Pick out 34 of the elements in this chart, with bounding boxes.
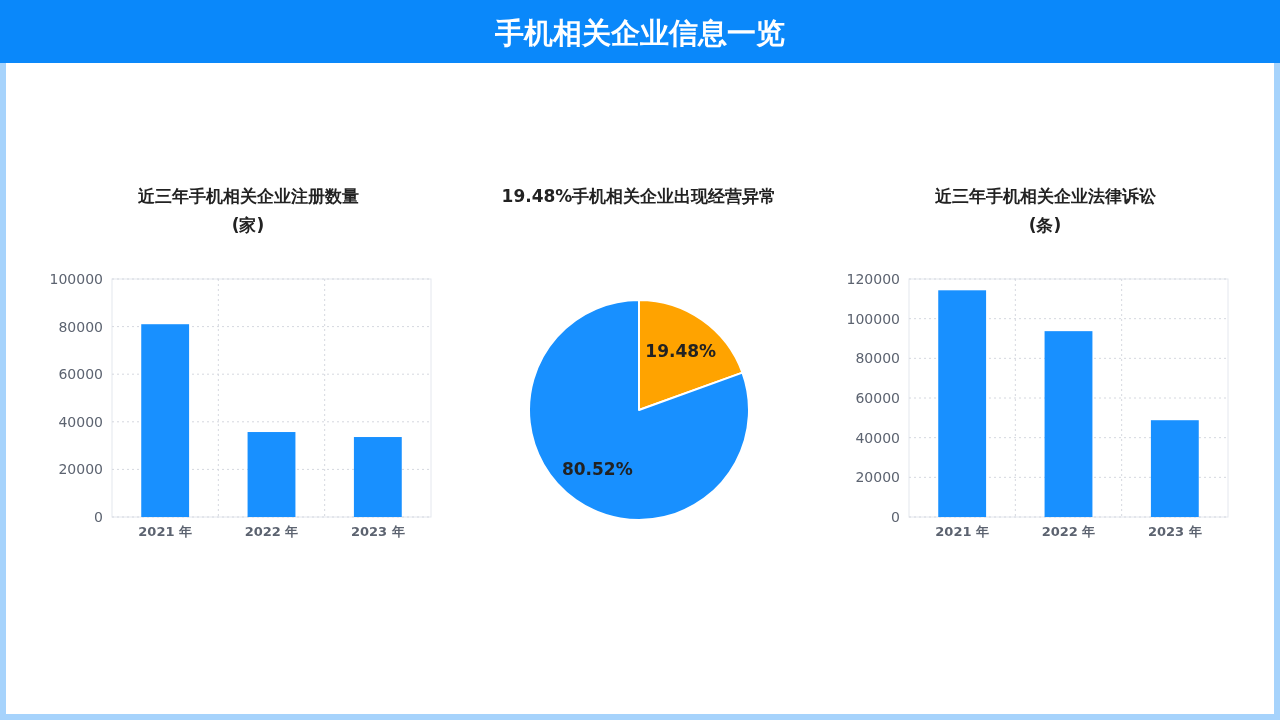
x-tick-label: 2022 年 xyxy=(244,524,299,539)
data-label: 19.48% xyxy=(645,340,717,361)
y-tick-label: 40000 xyxy=(58,413,103,430)
x-tick-label: 2023 年 xyxy=(350,524,405,539)
y-tick-label: 60000 xyxy=(855,389,900,406)
chart-title: 19.48%手机相关企业出现经营异常 xyxy=(501,186,777,206)
x-tick-label: 2022 年 xyxy=(1041,524,1096,539)
y-tick-label: 20000 xyxy=(855,469,900,486)
bar xyxy=(938,290,987,517)
y-tick-label: 120000 xyxy=(846,270,900,287)
x-tick-label: 2021 年 xyxy=(935,524,990,539)
text: 手机相关企业信息一览 xyxy=(494,16,785,51)
x-tick-label: 2021 年 xyxy=(138,524,193,539)
data-label: 80.52% xyxy=(561,459,633,480)
pie-slice xyxy=(528,299,750,521)
x-tick-label: 2023 年 xyxy=(1147,524,1202,539)
bar xyxy=(1150,420,1199,517)
y-tick-label: 20000 xyxy=(58,461,103,478)
bar xyxy=(353,437,402,517)
y-tick-label: 0 xyxy=(94,508,103,525)
chart-title: 近三年手机相关企业法律诉讼 xyxy=(933,186,1157,206)
bar xyxy=(247,432,296,517)
y-tick-label: 100000 xyxy=(49,270,103,287)
y-tick-label: 60000 xyxy=(58,366,103,383)
y-tick-label: 40000 xyxy=(855,429,900,446)
bar xyxy=(141,324,190,517)
chart-title: 近三年手机相关企业注册数量 xyxy=(136,186,359,206)
bar xyxy=(1044,331,1093,517)
chart-subtitle: (条) xyxy=(1028,215,1062,235)
y-tick-label: 0 xyxy=(891,508,900,525)
y-tick-label: 80000 xyxy=(58,318,103,335)
chart-subtitle: (家) xyxy=(231,215,265,235)
y-tick-label: 80000 xyxy=(855,350,900,367)
y-tick-label: 100000 xyxy=(846,310,900,327)
